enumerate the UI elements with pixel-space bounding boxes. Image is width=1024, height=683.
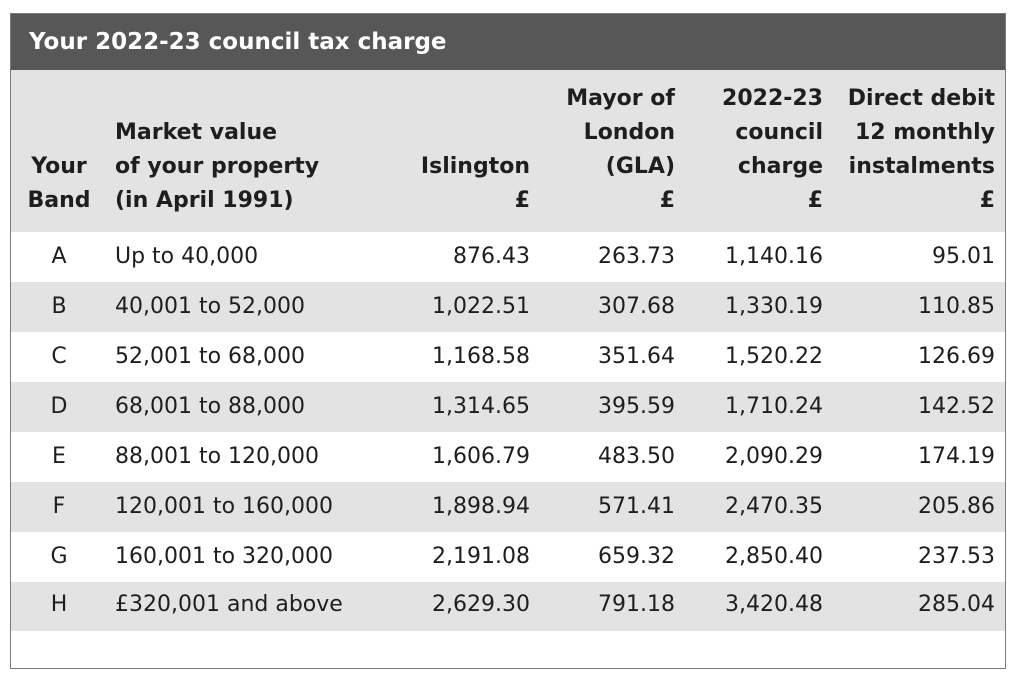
table-row: E 88,001 to 120,000 1,606.79 483.50 2,09… xyxy=(11,432,1005,482)
direct-debit-cell: 126.69 xyxy=(918,344,995,369)
islington-cell: 2,191.08 xyxy=(432,544,530,569)
islington-cell: 1,898.94 xyxy=(432,494,530,519)
council-charge-cell: 3,420.48 xyxy=(725,592,823,617)
direct-debit-cell: 95.01 xyxy=(932,244,995,269)
council-charge-cell: 1,710.24 xyxy=(725,394,823,419)
council-charge-cell: 1,520.22 xyxy=(725,344,823,369)
market-value-cell: Up to 40,000 xyxy=(115,244,259,269)
band-cell: E xyxy=(52,444,66,469)
band-cell: C xyxy=(51,344,67,369)
direct-debit-cell: 110.85 xyxy=(918,294,995,319)
gla-cell: 307.68 xyxy=(598,294,675,319)
direct-debit-cell: 174.19 xyxy=(918,444,995,469)
header-market-value: Market value of your property (in April … xyxy=(115,120,320,213)
band-cell: A xyxy=(51,244,67,269)
table-row: B 40,001 to 52,000 1,022.51 307.68 1,330… xyxy=(11,282,1005,332)
header-council-charge: 2022-23 council charge £ xyxy=(722,86,823,213)
band-cell: F xyxy=(52,494,66,519)
gla-cell: 659.32 xyxy=(598,544,675,569)
band-cell: H xyxy=(50,592,68,617)
direct-debit-cell: 205.86 xyxy=(918,494,995,519)
council-charge-cell: 2,850.40 xyxy=(725,544,823,569)
table-row: H £320,001 and above 2,629.30 791.18 3,4… xyxy=(11,582,1005,631)
gla-cell: 571.41 xyxy=(598,494,675,519)
header-direct-debit: Direct debit 12 monthly instalments £ xyxy=(847,86,995,213)
islington-cell: 2,629.30 xyxy=(432,592,530,617)
table-row: C 52,001 to 68,000 1,168.58 351.64 1,520… xyxy=(11,332,1005,382)
council-charge-cell: 2,470.35 xyxy=(725,494,823,519)
market-value-cell: 160,001 to 320,000 xyxy=(115,544,334,569)
market-value-cell: 40,001 to 52,000 xyxy=(115,294,306,319)
islington-cell: 1,022.51 xyxy=(432,294,530,319)
direct-debit-cell: 285.04 xyxy=(918,592,995,617)
islington-cell: 1,314.65 xyxy=(432,394,530,419)
band-cell: D xyxy=(50,394,68,419)
gla-cell: 483.50 xyxy=(598,444,675,469)
market-value-cell: 120,001 to 160,000 xyxy=(115,494,334,519)
islington-cell: 1,168.58 xyxy=(432,344,530,369)
direct-debit-cell: 237.53 xyxy=(918,544,995,569)
gla-cell: 395.59 xyxy=(598,394,675,419)
gla-cell: 791.18 xyxy=(598,592,675,617)
council-tax-table: Your Band Market value of your property … xyxy=(11,70,1005,631)
market-value-cell: 68,001 to 88,000 xyxy=(115,394,306,419)
table-row: D 68,001 to 88,000 1,314.65 395.59 1,710… xyxy=(11,382,1005,432)
table-row: A Up to 40,000 876.43 263.73 1,140.16 95… xyxy=(11,232,1005,282)
table-row: F 120,001 to 160,000 1,898.94 571.41 2,4… xyxy=(11,482,1005,532)
islington-cell: 1,606.79 xyxy=(432,444,530,469)
market-value-cell: 88,001 to 120,000 xyxy=(115,444,320,469)
council-tax-table-panel: Your 2022-23 council tax charge Your Ban… xyxy=(10,13,1006,669)
table-title: Your 2022-23 council tax charge xyxy=(11,14,1005,70)
council-charge-cell: 1,140.16 xyxy=(725,244,823,269)
council-charge-cell: 2,090.29 xyxy=(725,444,823,469)
band-cell: G xyxy=(50,544,68,569)
council-charge-cell: 1,330.19 xyxy=(725,294,823,319)
market-value-cell: £320,001 and above xyxy=(115,592,343,617)
table-row: G 160,001 to 320,000 2,191.08 659.32 2,8… xyxy=(11,532,1005,582)
gla-cell: 263.73 xyxy=(598,244,675,269)
header-band: Your Band xyxy=(27,154,91,213)
table-header-row: Your Band Market value of your property … xyxy=(11,70,1005,232)
header-islington: Islington £ xyxy=(420,154,530,213)
islington-cell: 876.43 xyxy=(453,244,530,269)
direct-debit-cell: 142.52 xyxy=(918,394,995,419)
gla-cell: 351.64 xyxy=(598,344,675,369)
band-cell: B xyxy=(51,294,67,319)
header-gla: Mayor of London (GLA) £ xyxy=(566,86,675,213)
market-value-cell: 52,001 to 68,000 xyxy=(115,344,306,369)
